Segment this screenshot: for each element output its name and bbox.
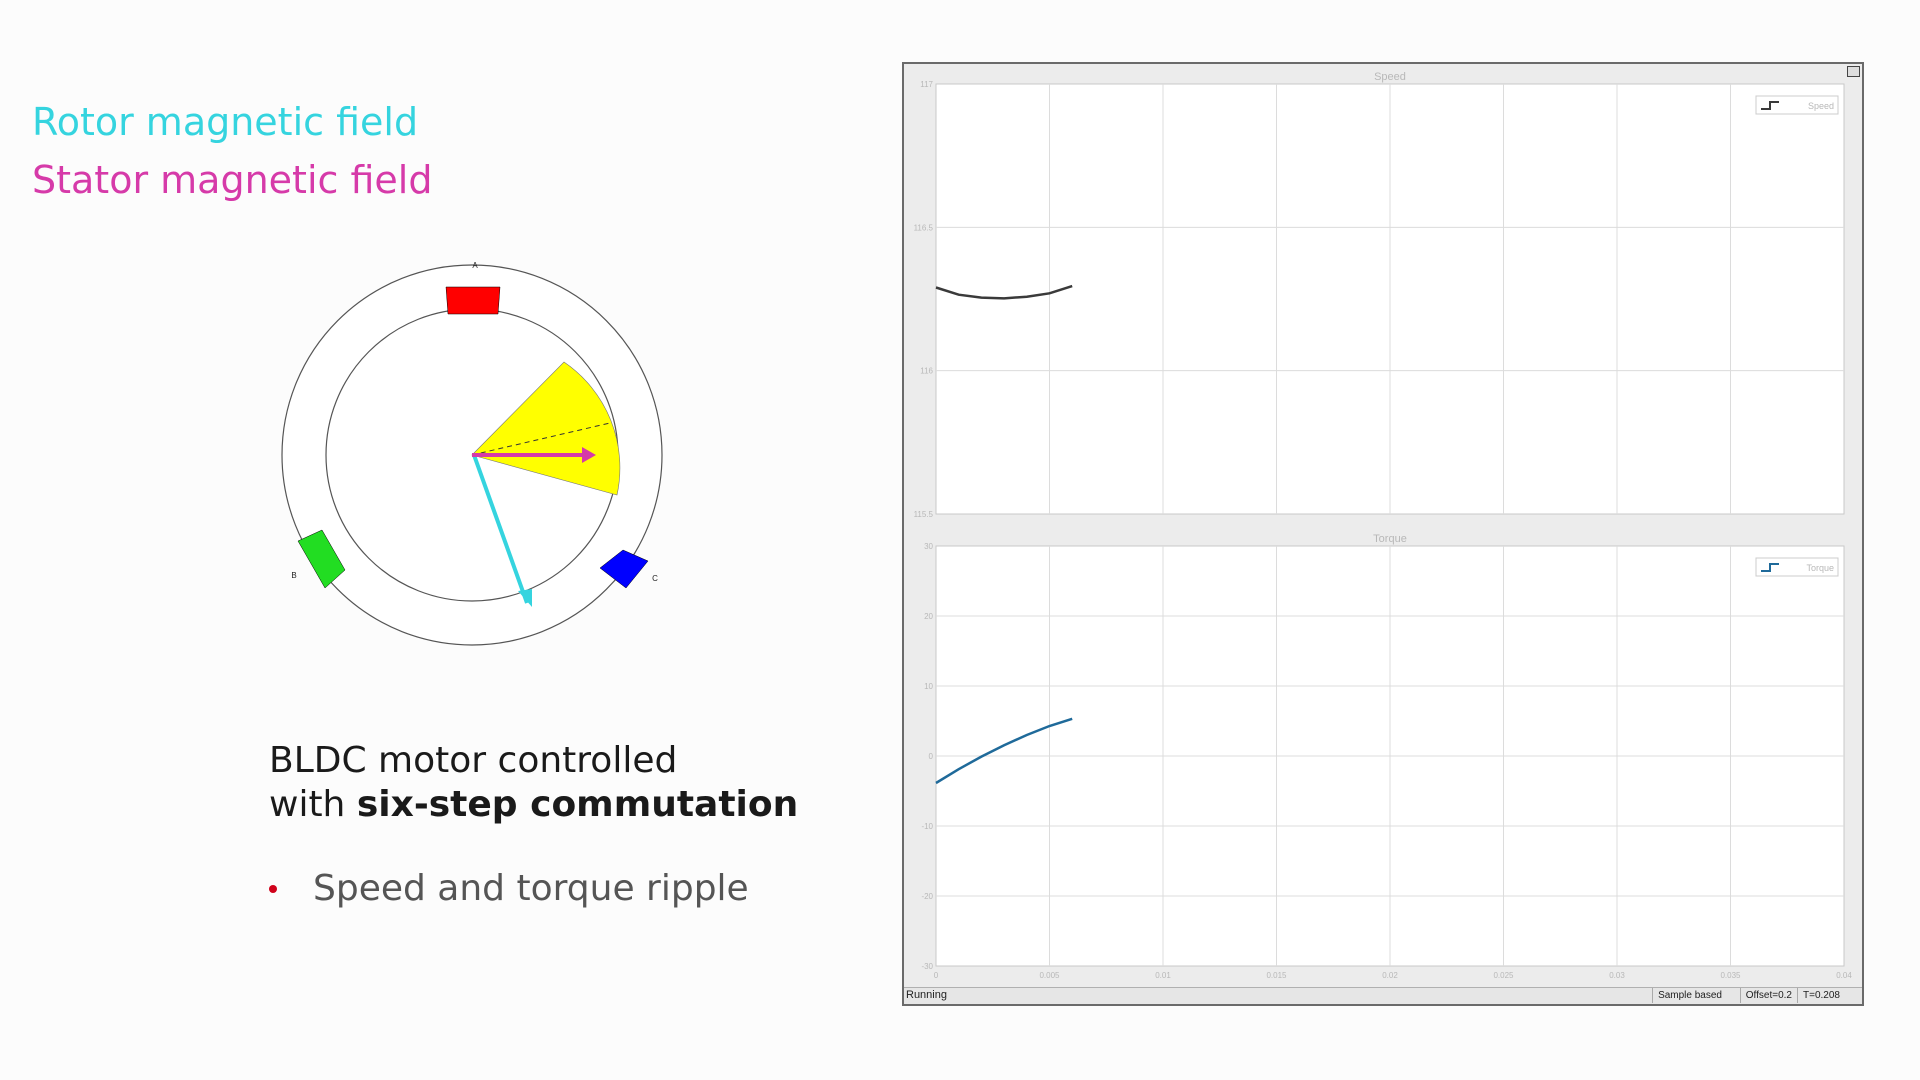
torque-ytick-label: 0	[929, 752, 934, 761]
torque-xtick-label: 0.04	[1836, 971, 1852, 980]
motor-diagram: A B C	[281, 261, 663, 646]
torque-ytick-label: 10	[924, 682, 933, 691]
torque-ytick-label: 30	[924, 542, 933, 551]
torque-legend-box	[1755, 557, 1839, 577]
rotor-field-arrow	[472, 454, 529, 604]
speed-ytick-label: 117	[920, 80, 933, 89]
legend-stator-field: Stator magnetic field	[32, 158, 433, 202]
caption-subtitle: with six-step commutation	[269, 784, 798, 825]
caption-emphasis: six-step commutation	[356, 784, 799, 825]
speed-legend-box	[1755, 95, 1839, 115]
bullet-dot-icon	[269, 884, 277, 893]
torque-xtick-label: 0.035	[1720, 971, 1741, 980]
torque-xtick-label: 0.025	[1493, 971, 1514, 980]
status-sample-based: Sample based	[1652, 988, 1727, 1003]
torque-series-line	[935, 717, 1073, 785]
torque-xtick-label: 0.005	[1039, 971, 1060, 980]
torque-title: Torque	[1373, 533, 1407, 545]
status-offset: Offset=0.2	[1739, 988, 1797, 1003]
torque-xtick-label: 0.02	[1382, 971, 1398, 980]
caption-prefix: with	[269, 784, 357, 825]
torque-ytick-label: -30	[921, 962, 933, 971]
torque-ytick-label: 20	[924, 612, 933, 621]
caption-title: BLDC motor controlled	[269, 740, 678, 781]
scope-window: 117 116.5 116 115.5 Speed Speed 30 20 10 0 -10 -20 -…	[902, 62, 1864, 1006]
speed-title: Speed	[1374, 71, 1406, 83]
status-time: T=0.208	[1797, 988, 1862, 1003]
stator-arrow-head	[582, 447, 596, 463]
scope-status-bar: Running Sample based Offset=0.2 T=0.208	[904, 987, 1862, 1004]
phase-b-coil	[297, 529, 346, 589]
rotor-arrow-head	[518, 589, 532, 607]
torque-xtick-label: 0.01	[1155, 971, 1171, 980]
torque-legend-label: Torque	[1806, 563, 1834, 573]
speed-legend-swatch-icon	[1761, 101, 1779, 110]
phase-c-label: C	[652, 574, 658, 583]
bullet-item: Speed and torque ripple	[269, 868, 749, 909]
phase-b-label: B	[291, 571, 296, 580]
scope-plots: 117 116.5 116 115.5 Speed Speed 30 20 10 0 -10 -20 -…	[914, 71, 1853, 980]
phase-c-coil	[599, 549, 649, 589]
legend-rotor-field: Rotor magnetic field	[32, 100, 419, 144]
speed-ytick-label: 116.5	[914, 223, 934, 232]
torque-ytick-label: -10	[921, 822, 933, 831]
speed-ytick-label: 115.5	[914, 510, 934, 519]
torque-ytick-label: -20	[921, 892, 933, 901]
sector-midline	[471, 422, 611, 456]
phase-a-coil	[445, 286, 501, 315]
bullet-text: Speed and torque ripple	[313, 868, 749, 909]
phase-a-label: A	[472, 261, 478, 270]
torque-xtick-label: 0	[934, 971, 939, 980]
speed-series-line	[935, 284, 1073, 300]
torque-xtick-label: 0.015	[1266, 971, 1287, 980]
torque-xtick-label: 0.03	[1609, 971, 1625, 980]
torque-legend-swatch-icon	[1761, 563, 1779, 572]
speed-legend-label: Speed	[1808, 101, 1834, 111]
status-running: Running	[906, 989, 947, 1001]
scope-restore-icon[interactable]	[1847, 66, 1860, 77]
speed-ytick-label: 116	[920, 367, 933, 376]
